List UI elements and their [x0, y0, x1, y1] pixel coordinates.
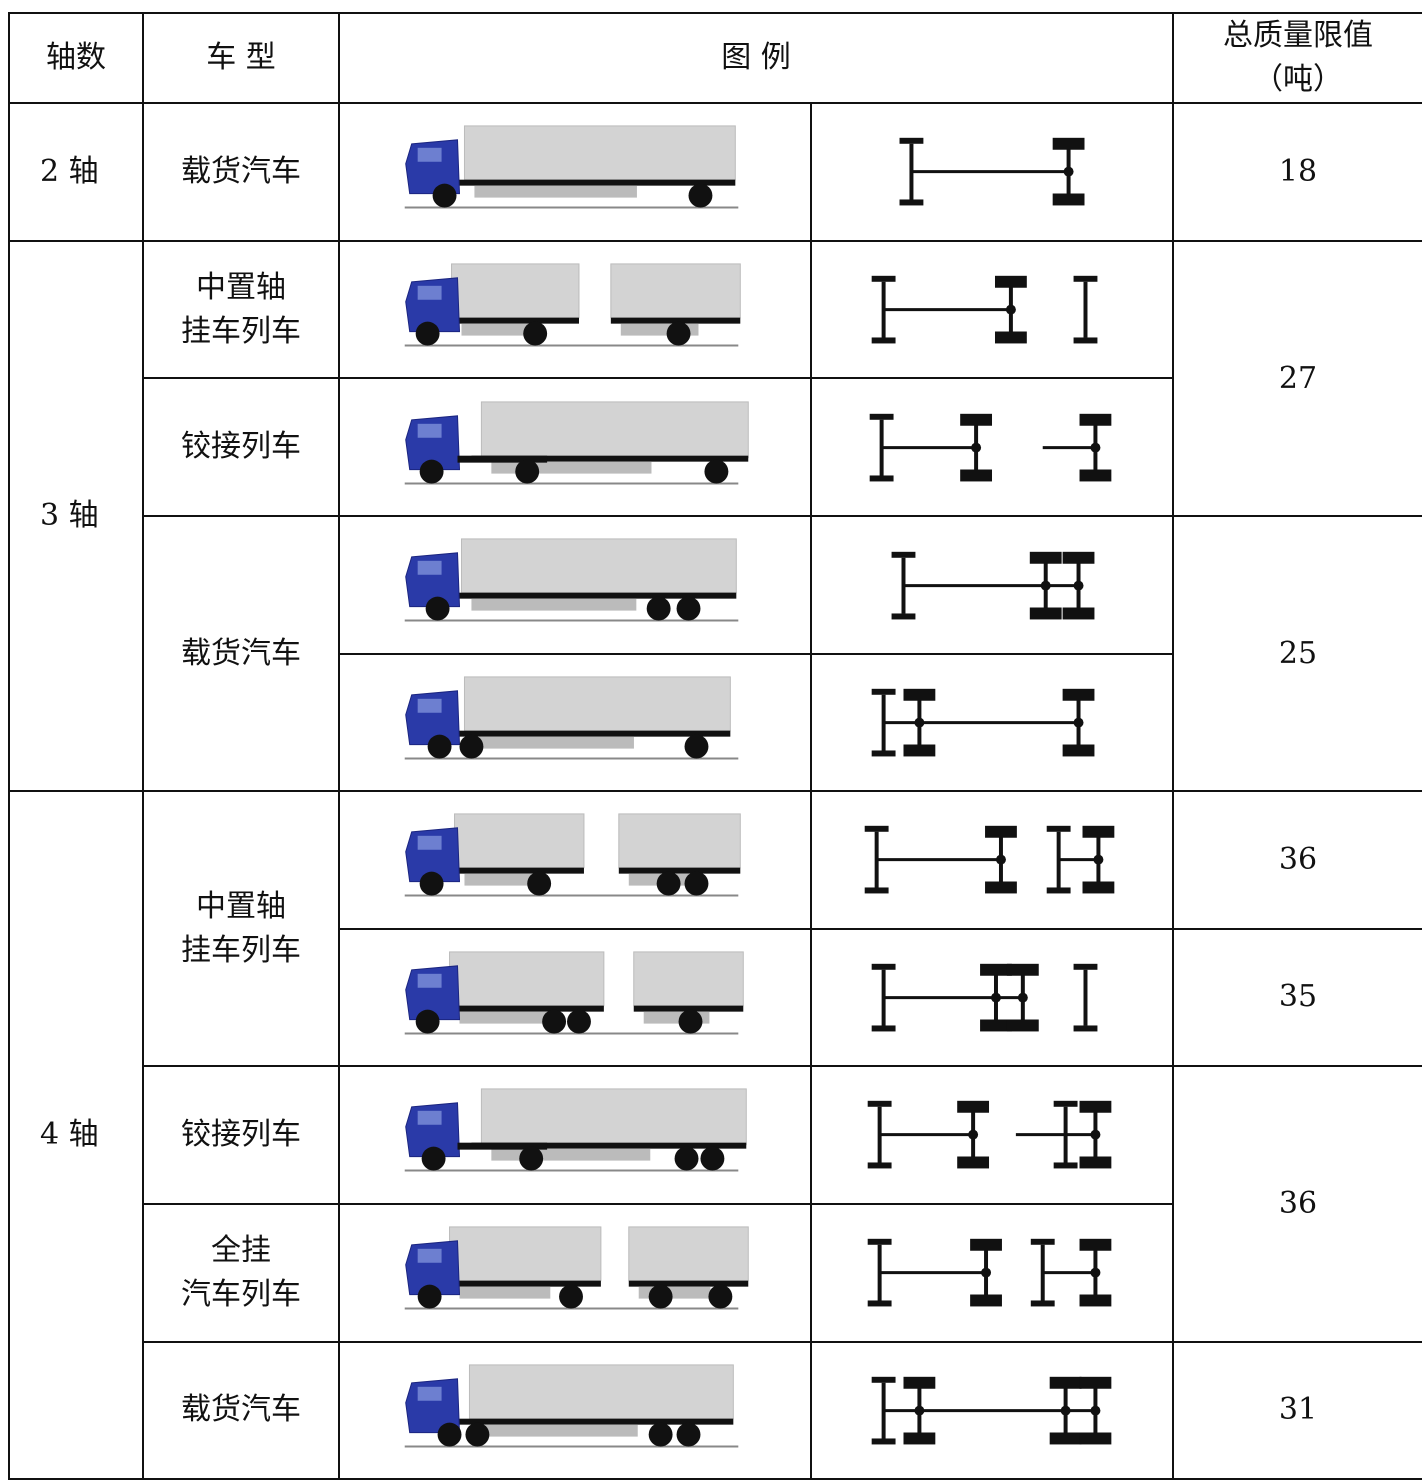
- limit-cell: 27: [1172, 239, 1422, 518]
- type-line: 铰接列车: [181, 1116, 301, 1152]
- axle-cell: 4 轴: [8, 790, 144, 1480]
- illustration: [404, 813, 741, 897]
- illustration: [404, 401, 749, 485]
- limit-cell: 31: [1172, 1340, 1422, 1480]
- illustration: [404, 125, 739, 209]
- limit-cell: 25: [1172, 515, 1422, 793]
- header-cell: 车 型: [142, 12, 340, 104]
- illustration: [891, 551, 1095, 619]
- type-line: 载货汽车: [181, 635, 301, 671]
- limit-cell: 18: [1172, 102, 1422, 242]
- type-cell: 载货汽车: [142, 515, 340, 793]
- truck-cell: [338, 102, 812, 242]
- diagram-cell: [809, 927, 1175, 1068]
- diagram-cell: [809, 239, 1175, 380]
- illustration: [404, 1226, 749, 1310]
- illustration: [871, 688, 1095, 757]
- truck-cell: [338, 790, 812, 930]
- type-line: 汽车列车: [181, 1276, 301, 1312]
- type-cell: 中置轴 挂车列车: [142, 239, 340, 380]
- type-cell: 中置轴 挂车列车: [142, 790, 340, 1068]
- type-line: 全挂: [211, 1232, 271, 1268]
- illustration: [404, 538, 739, 622]
- header-cell: 轴数: [8, 12, 144, 104]
- type-cell: 载货汽车: [142, 1340, 340, 1480]
- diagram-cell: [809, 102, 1175, 242]
- axle-cell: 3 轴: [8, 239, 144, 793]
- illustration: [404, 676, 739, 760]
- truck-cell: [338, 515, 812, 655]
- type-line: 载货汽车: [181, 154, 301, 189]
- diagram-cell: [809, 377, 1175, 518]
- truck-cell: [338, 239, 812, 380]
- truck-cell: [338, 1065, 812, 1205]
- limit-cell: 36: [1172, 1065, 1422, 1343]
- diagram-cell: [809, 652, 1175, 793]
- header-cell: 总质量限值 （吨）: [1172, 12, 1422, 104]
- axle-cell: 2 轴: [8, 102, 144, 242]
- header-line: （吨）: [1253, 62, 1344, 97]
- diagram-cell: [809, 515, 1175, 655]
- illustration: [404, 263, 741, 347]
- truck-cell: [338, 1340, 812, 1480]
- type-line: 中置轴: [196, 888, 286, 924]
- type-line: 铰接列车: [181, 429, 301, 465]
- limit-cell: 36: [1172, 790, 1422, 930]
- diagram-cell: [809, 1065, 1175, 1205]
- type-cell: 铰接列车: [142, 377, 340, 518]
- illustration: [867, 1101, 1112, 1169]
- type-line: 中置轴: [196, 269, 286, 305]
- limit-cell: 35: [1172, 927, 1422, 1068]
- illustration: [404, 1363, 739, 1448]
- limits-table: 轴数 车 型 图 例 总质量限值 （吨） 2 轴 载货汽车 18 3 轴 中置轴挂…: [8, 12, 1422, 1480]
- type-cell: 载货汽车: [142, 102, 340, 242]
- illustration: [867, 1238, 1112, 1307]
- truck-cell: [338, 652, 812, 793]
- illustration: [871, 275, 1098, 344]
- truck-cell: [338, 377, 812, 518]
- illustration: [869, 413, 1112, 482]
- illustration: [899, 138, 1085, 206]
- illustration: [871, 963, 1098, 1032]
- illustration: [871, 1376, 1112, 1445]
- type-cell: 全挂 汽车列车: [142, 1202, 340, 1343]
- illustration: [404, 951, 744, 1035]
- illustration: [864, 826, 1115, 894]
- header-line: 总质量限值: [1223, 18, 1374, 53]
- diagram-cell: [809, 1202, 1175, 1343]
- diagram-cell: [809, 1340, 1175, 1480]
- type-line: 载货汽车: [181, 1392, 301, 1428]
- illustration: [404, 1088, 747, 1172]
- header-cell: 图 例: [337, 12, 1175, 104]
- type-line: 挂车列车: [181, 932, 301, 968]
- diagram-cell: [809, 790, 1175, 930]
- truck-cell: [338, 927, 812, 1068]
- type-cell: 铰接列车: [142, 1065, 340, 1205]
- type-line: 挂车列车: [181, 313, 301, 349]
- truck-cell: [338, 1202, 812, 1343]
